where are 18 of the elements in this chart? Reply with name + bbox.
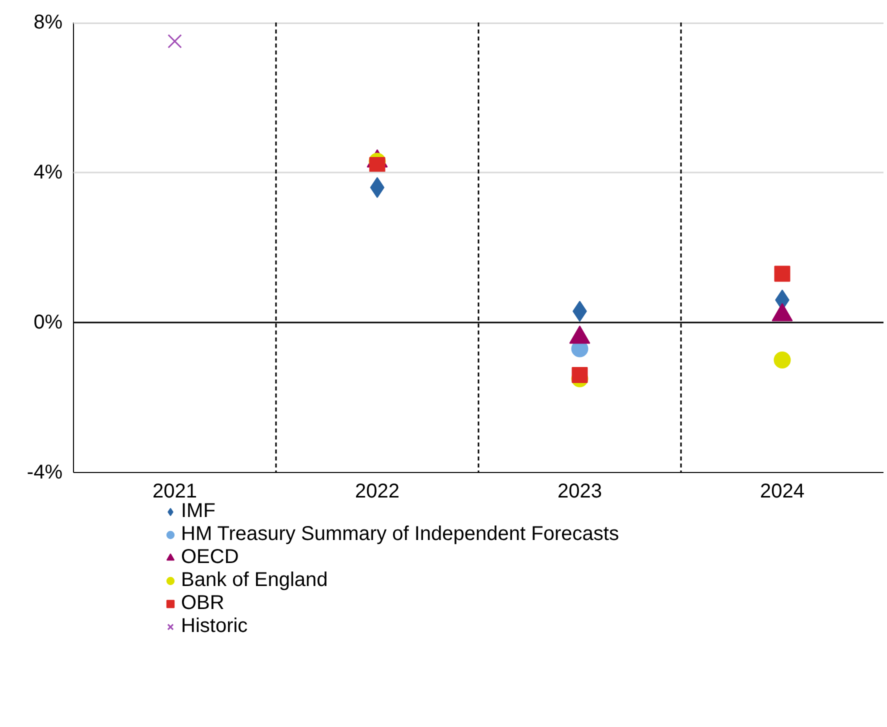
point [774,266,790,282]
point [572,367,588,383]
y-tick-label: 0% [34,312,63,334]
point [168,34,182,48]
legend-label: Bank of England [181,569,328,592]
x-tick-label: 2021 [152,480,198,502]
legend-label: IMF [181,500,216,523]
legend-label: HM Treasury Summary of Independent Forecasts [181,523,619,546]
y-tick-label: -4% [26,462,63,484]
x-tick-label: 2024 [760,480,805,502]
y-tick-label: 8% [34,12,63,34]
legend-label: OBR [181,592,224,615]
x-tick-label: 2023 [558,480,602,502]
y-tick-label: 4% [34,162,63,184]
point [774,352,791,368]
x-tick-label: 2022 [355,480,400,502]
legend-label: Historic [181,615,248,638]
legend-label: OECD [181,546,239,569]
